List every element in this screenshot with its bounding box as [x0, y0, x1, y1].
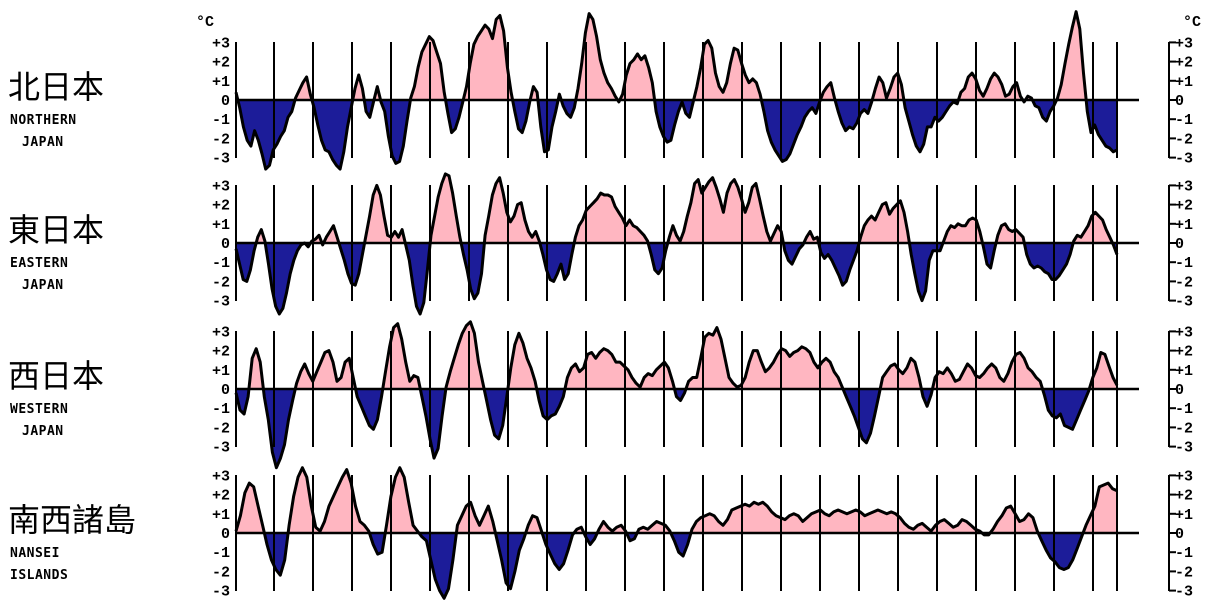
right-tick-label: +1 [1175, 363, 1193, 380]
unit-label-left: °C [196, 14, 214, 31]
series-line-0 [234, 10, 1118, 171]
left-tick-label: +3 [212, 324, 230, 341]
unit-label-right: °C [1183, 14, 1201, 31]
right-tick-label: -1 [1175, 112, 1193, 129]
left-tick-label: -2 [212, 420, 230, 437]
right-tick-label: -2 [1175, 564, 1193, 581]
negative-area-0 [236, 100, 1117, 170]
left-tick-label: 0 [221, 526, 230, 543]
left-tick-label: -1 [212, 112, 230, 129]
series-line-3 [234, 466, 1118, 600]
region-name-jp: 西日本 [8, 357, 104, 395]
right-tick-label: -3 [1175, 151, 1193, 168]
positive-area-1 [236, 173, 1117, 243]
left-tick-label: 0 [221, 93, 230, 110]
left-tick-label: +3 [212, 178, 230, 195]
left-tick-label: +1 [212, 74, 230, 91]
right-tick-label: +2 [1175, 198, 1193, 215]
left-tick-label: +2 [212, 344, 230, 361]
right-tick-label: -3 [1175, 440, 1193, 457]
left-tick-label: -3 [212, 294, 230, 311]
right-tick-label: -2 [1175, 420, 1193, 437]
series-line-1 [234, 172, 1119, 316]
right-tick-label: 0 [1175, 526, 1184, 543]
region-name-jp: 南西諸島 [8, 501, 136, 539]
region-name-en: NORTHERN [10, 113, 77, 128]
right-tick-label: +3 [1175, 324, 1193, 341]
right-tick-label: +1 [1175, 217, 1193, 234]
left-tick-label: +3 [212, 468, 230, 485]
region-name-en: JAPAN [22, 278, 64, 293]
region-name-en: EASTERN [10, 256, 68, 271]
left-tick-label: -2 [212, 274, 230, 291]
left-tick-label: +2 [212, 488, 230, 505]
right-tick-label: -2 [1175, 274, 1193, 291]
right-tick-label: -1 [1175, 255, 1193, 272]
region-name-en: JAPAN [22, 135, 64, 150]
right-tick-label: +3 [1175, 35, 1193, 52]
right-tick-label: +3 [1175, 178, 1193, 195]
right-tick-label: 0 [1175, 93, 1184, 110]
right-tick-label: +1 [1175, 74, 1193, 91]
right-tick-label: -3 [1175, 294, 1193, 311]
left-tick-label: -1 [212, 545, 230, 562]
right-tick-label: -2 [1175, 131, 1193, 148]
region-name-en: ISLANDS [10, 568, 68, 583]
left-tick-label: -2 [212, 564, 230, 581]
left-tick-label: 0 [221, 382, 230, 399]
region-name-en: JAPAN [22, 424, 64, 439]
region-name-en: WESTERN [10, 402, 68, 417]
right-tick-label: -1 [1175, 401, 1193, 418]
region-name-en: NANSEI [10, 546, 60, 561]
right-tick-label: 0 [1175, 382, 1184, 399]
left-tick-label: +1 [212, 363, 230, 380]
region-name-jp: 東日本 [8, 211, 104, 249]
left-tick-label: -1 [212, 255, 230, 272]
right-tick-label: -3 [1175, 584, 1193, 601]
left-tick-label: -1 [212, 401, 230, 418]
left-tick-label: +2 [212, 198, 230, 215]
left-tick-label: -3 [212, 584, 230, 601]
left-tick-label: -3 [212, 151, 230, 168]
series-line-2 [234, 320, 1119, 470]
left-tick-label: -3 [212, 440, 230, 457]
right-tick-label: +1 [1175, 507, 1193, 524]
right-tick-label: 0 [1175, 236, 1184, 253]
left-tick-label: +1 [212, 507, 230, 524]
right-tick-label: -1 [1175, 545, 1193, 562]
positive-area-2 [236, 321, 1117, 389]
left-tick-label: -2 [212, 131, 230, 148]
right-tick-label: +3 [1175, 468, 1193, 485]
positive-area-0 [236, 11, 1117, 100]
right-tick-label: +2 [1175, 344, 1193, 361]
left-tick-label: +1 [212, 217, 230, 234]
region-name-jp: 北日本 [8, 68, 104, 106]
left-tick-label: 0 [221, 236, 230, 253]
right-tick-label: +2 [1175, 488, 1193, 505]
right-tick-label: +2 [1175, 55, 1193, 72]
left-tick-label: +2 [212, 55, 230, 72]
left-tick-label: +3 [212, 35, 230, 52]
